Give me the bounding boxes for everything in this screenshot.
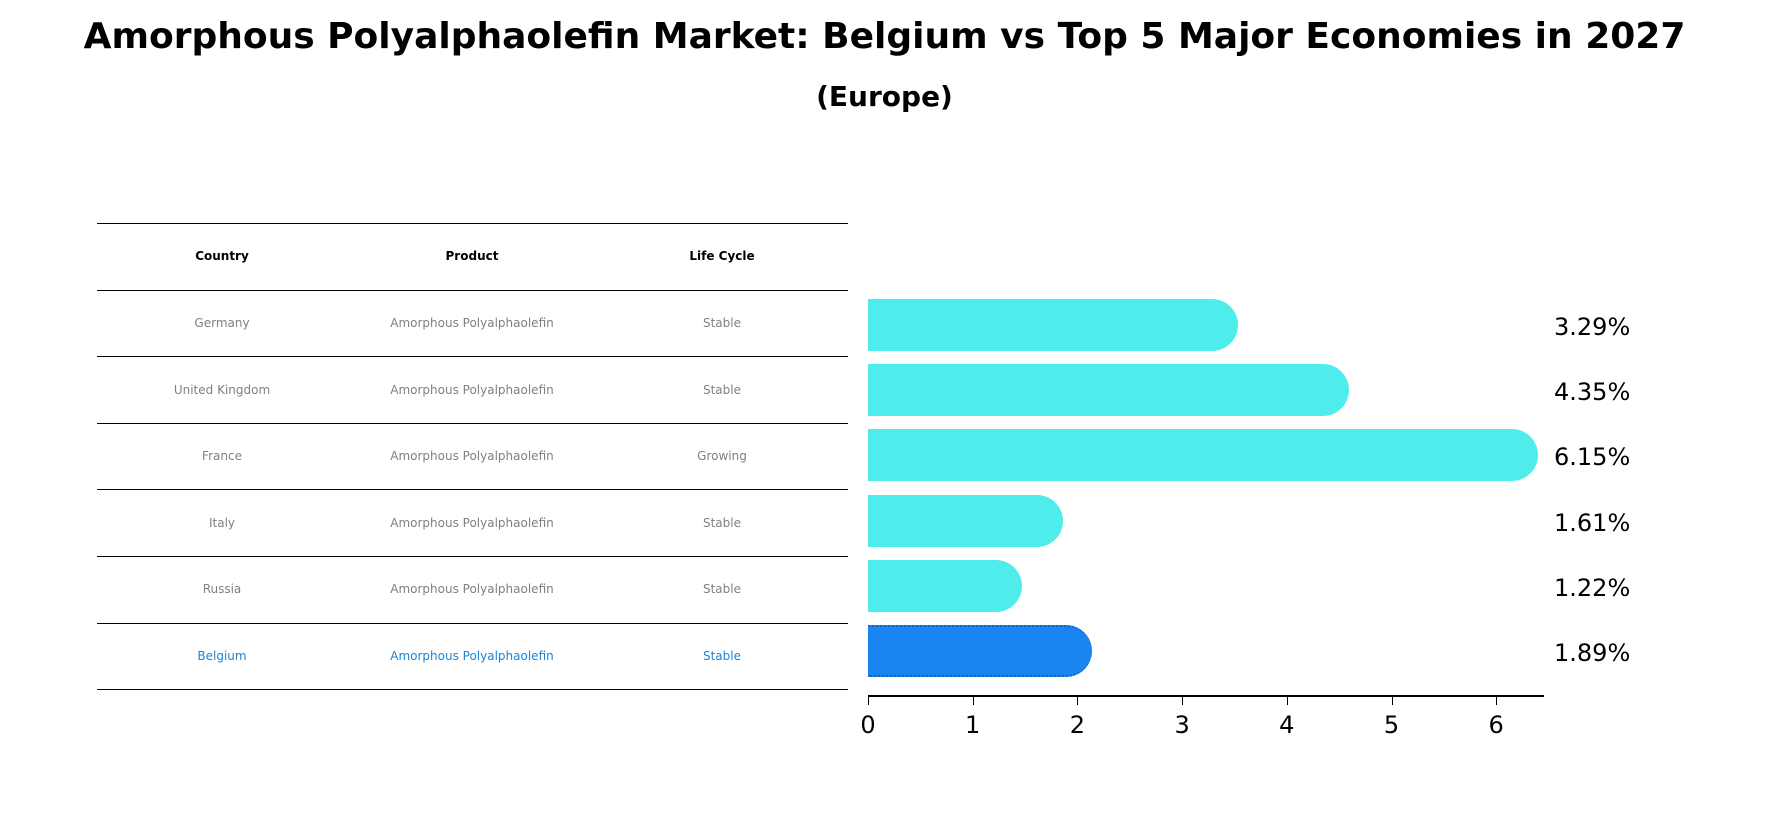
table-cell-life-cycle: Growing — [697, 449, 747, 464]
table-cell-life-cycle: Stable — [702, 648, 741, 663]
table-cell-life-cycle: Stable — [702, 515, 741, 530]
table-divider — [97, 356, 848, 358]
table-divider — [97, 689, 848, 691]
x-axis — [868, 695, 1544, 697]
header-product: Product — [445, 249, 499, 264]
x-tick-label: 1 — [965, 711, 981, 739]
table-cell-country: France — [202, 449, 242, 464]
x-tick-label: 4 — [1279, 711, 1295, 739]
x-tick-label: 3 — [1174, 711, 1190, 739]
bar-russia — [868, 559, 1022, 612]
bar-france — [868, 429, 1538, 482]
value-label: 1.22% — [1554, 573, 1631, 602]
x-tick — [1391, 696, 1393, 705]
value-label: 3.29% — [1554, 313, 1631, 341]
table-divider — [97, 622, 848, 624]
table-cell-life-cycle: Stable — [702, 382, 741, 397]
x-tick — [1496, 696, 1498, 705]
table-divider — [97, 289, 848, 291]
value-label: 1.61% — [1554, 508, 1631, 537]
table-divider — [97, 223, 848, 224]
bar-germany — [868, 299, 1239, 351]
table-cell-life-cycle: Stable — [702, 582, 741, 597]
table-cell-country: United Kingdom — [173, 382, 271, 397]
table-cell-product: Amorphous Polyalphaolefin — [390, 582, 554, 597]
value-label: 4.35% — [1554, 378, 1631, 407]
table-cell-country: Germany — [194, 315, 250, 330]
bar-italy — [868, 494, 1063, 547]
x-tick — [868, 696, 869, 705]
table-cell-country: Russia — [202, 582, 242, 597]
table-divider — [97, 489, 848, 491]
value-label: 6.15% — [1554, 443, 1631, 472]
x-tick — [972, 696, 974, 705]
x-tick — [1286, 696, 1288, 705]
x-tick — [1182, 696, 1184, 705]
chart-title: Amorphous Polyalphaolefin Market: Belgiu… — [83, 16, 1686, 57]
table-cell-product: Amorphous Polyalphaolefin — [390, 315, 554, 330]
bar-belgium — [868, 625, 1092, 677]
table-cell-product: Amorphous Polyalphaolefin — [390, 382, 554, 397]
header-country: Country — [195, 249, 249, 264]
x-tick-label: 5 — [1383, 711, 1400, 739]
bar-united-kingdom — [868, 364, 1350, 417]
x-tick-label: 0 — [860, 711, 876, 739]
chart-subtitle: (Europe) — [816, 80, 953, 113]
table-cell-country: Belgium — [197, 648, 247, 663]
table-cell-product: Amorphous Polyalphaolefin — [390, 515, 554, 530]
table-cell-product: Amorphous Polyalphaolefin — [390, 648, 554, 663]
table-cell-country: Italy — [208, 515, 236, 530]
table-divider — [97, 556, 848, 557]
x-tick — [1077, 696, 1079, 705]
x-tick-label: 2 — [1069, 711, 1086, 739]
table-cell-life-cycle: Stable — [702, 315, 741, 330]
table-cell-product: Amorphous Polyalphaolefin — [390, 449, 554, 464]
header-life-cycle: Life Cycle — [689, 249, 755, 264]
x-tick-label: 6 — [1488, 711, 1504, 739]
table-divider — [97, 422, 848, 424]
value-label: 1.89% — [1554, 639, 1631, 667]
